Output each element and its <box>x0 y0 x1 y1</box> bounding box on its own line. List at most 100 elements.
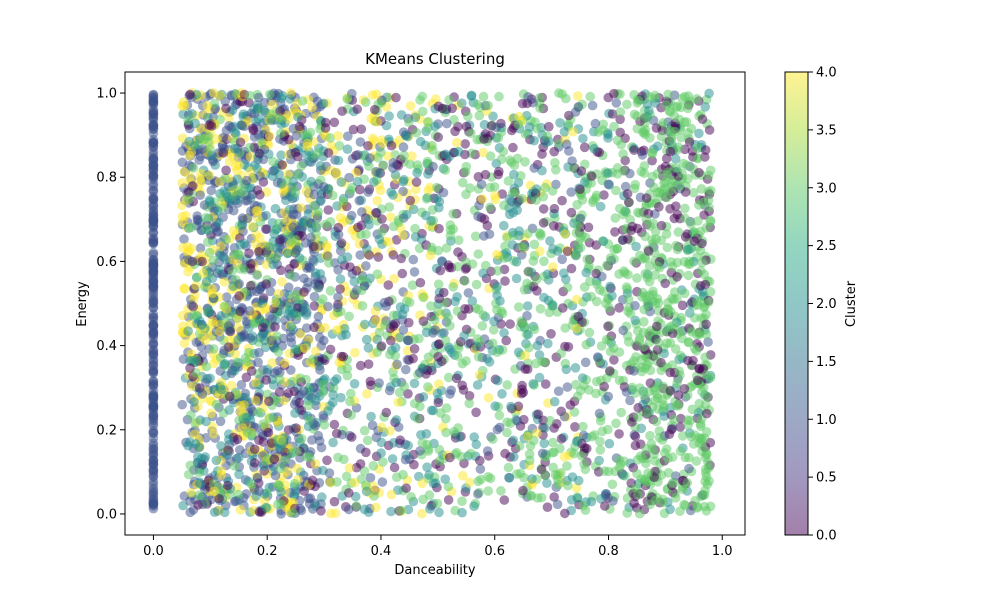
scatter-point <box>499 200 509 211</box>
scatter-point <box>376 147 386 158</box>
scatter-point <box>374 378 384 388</box>
scatter-point <box>585 91 595 102</box>
scatter-point <box>239 400 249 410</box>
scatter-point <box>185 356 195 366</box>
scatter-point <box>148 123 159 134</box>
scatter-point <box>207 316 218 327</box>
scatter-point <box>273 113 284 123</box>
scatter-point <box>706 185 716 196</box>
scatter-point <box>471 407 481 418</box>
scatter-point <box>527 474 537 484</box>
scatter-point <box>665 367 675 378</box>
scatter-point <box>204 170 215 181</box>
scatter-point <box>477 194 488 204</box>
scatter-point <box>336 177 347 187</box>
scatter-point <box>674 181 684 192</box>
scatter-point <box>499 328 509 338</box>
scatter-point <box>225 391 235 402</box>
scatter-point <box>563 342 574 352</box>
scatter-point <box>511 257 522 267</box>
scatter-point <box>328 437 338 448</box>
scatter-point <box>359 504 370 515</box>
scatter-point <box>544 121 554 132</box>
scatter-point <box>282 248 293 259</box>
scatter-point <box>695 328 705 338</box>
scatter-point <box>418 106 428 117</box>
scatter-point <box>252 206 263 216</box>
scatter-point <box>622 508 632 518</box>
scatter-point <box>684 452 694 463</box>
scatter-point <box>311 220 322 230</box>
scatter-point <box>403 440 414 451</box>
scatter-point <box>670 493 681 503</box>
scatter-point <box>697 257 707 268</box>
scatter-point <box>345 186 356 196</box>
scatter-point <box>269 454 280 465</box>
scatter-point <box>267 314 277 324</box>
scatter-point <box>607 479 618 490</box>
scatter-point <box>491 122 502 133</box>
scatter-point <box>343 131 353 141</box>
scatter-point <box>463 288 474 298</box>
scatter-point <box>246 259 256 269</box>
scatter-point <box>241 372 252 383</box>
scatter-point <box>687 327 697 337</box>
scatter-point <box>666 134 676 145</box>
scatter-point <box>500 241 510 252</box>
scatter-point <box>260 342 271 353</box>
scatter-point <box>395 435 406 446</box>
scatter-point <box>461 257 471 267</box>
scatter-point <box>148 441 159 451</box>
scatter-point <box>415 446 425 456</box>
scatter-point <box>275 367 285 378</box>
scatter-point <box>241 175 252 186</box>
scatter-point <box>618 470 628 481</box>
scatter-point <box>663 304 674 315</box>
scatter-point <box>184 150 195 161</box>
scatter-point <box>531 274 542 285</box>
scatter-point <box>633 412 643 422</box>
scatter-point <box>365 153 375 163</box>
scatter-point <box>548 244 558 254</box>
scatter-point <box>276 265 286 276</box>
scatter-point <box>238 226 248 237</box>
scatter-point <box>460 139 471 149</box>
scatter-point <box>234 415 244 426</box>
scatter-point <box>285 94 295 104</box>
scatter-point <box>477 321 488 331</box>
scatter-point <box>283 134 294 145</box>
plot-frame <box>124 71 746 536</box>
scatter-point <box>599 190 609 200</box>
scatter-point <box>290 344 301 355</box>
scatter-point <box>669 213 680 224</box>
scatter-point <box>511 273 522 284</box>
scatter-point <box>644 261 655 271</box>
scatter-point <box>335 274 346 284</box>
scatter-point <box>254 486 264 496</box>
scatter-point <box>561 364 572 375</box>
scatter-point <box>556 468 566 478</box>
scatter-point <box>666 177 677 187</box>
scatter-point <box>512 416 522 426</box>
scatter-point <box>282 175 293 186</box>
scatter-point <box>274 387 285 397</box>
scatter-point <box>586 496 597 507</box>
scatter-point <box>396 110 407 120</box>
scatter-point <box>404 317 414 328</box>
scatter-point <box>378 138 388 149</box>
scatter-point <box>632 469 642 479</box>
scatter-point <box>595 416 606 426</box>
scatter-point <box>652 261 663 272</box>
scatter-point <box>178 500 188 511</box>
scatter-point <box>489 182 500 192</box>
scatter-point <box>692 375 703 386</box>
scatter-point <box>483 486 494 496</box>
scatter-point <box>460 264 471 274</box>
scatter-point <box>591 268 601 279</box>
scatter-point <box>678 158 689 169</box>
scatter-point <box>501 335 512 346</box>
scatter-point <box>383 237 394 247</box>
scatter-point <box>252 185 263 195</box>
scatter-point <box>494 91 504 102</box>
